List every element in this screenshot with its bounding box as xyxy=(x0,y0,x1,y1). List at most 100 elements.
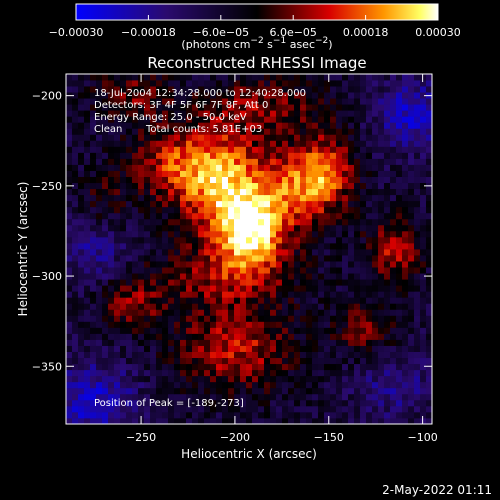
heatmap-cell xyxy=(426,230,433,238)
x-axis-ticks: −250 −200 −150 −100 xyxy=(126,74,438,444)
heatmap-cell xyxy=(234,375,241,383)
heatmap-cell xyxy=(264,315,271,322)
heatmap-cell xyxy=(324,309,331,316)
heatmap-cell xyxy=(342,375,349,383)
heatmap-cell xyxy=(186,104,193,111)
heatmap-cell xyxy=(372,242,379,250)
heatmap-cell xyxy=(216,399,223,407)
heatmap-cell xyxy=(96,98,103,105)
heatmap-cell xyxy=(186,333,193,340)
heatmap-cell xyxy=(360,267,367,274)
heatmap-cell xyxy=(90,363,97,371)
heatmap-cell xyxy=(210,86,217,93)
heatmap-cell xyxy=(360,279,367,286)
heatmap-cell xyxy=(216,242,223,250)
heatmap-cell xyxy=(144,375,151,383)
heatmap-cell xyxy=(240,285,247,292)
heatmap-cell xyxy=(336,375,343,383)
heatmap-cell xyxy=(120,158,127,165)
heatmap-cell xyxy=(78,80,85,87)
heatmap-cell xyxy=(384,176,391,184)
y-tick-label: −200 xyxy=(32,90,62,103)
heatmap-cell xyxy=(168,375,175,383)
heatmap-cell xyxy=(318,200,325,208)
heatmap-cell xyxy=(354,369,361,377)
heatmap-cell xyxy=(390,249,397,256)
heatmap-cell xyxy=(336,110,343,117)
heatmap-cell xyxy=(408,86,415,93)
heatmap-cell xyxy=(420,387,427,395)
heatmap-cell xyxy=(204,188,211,196)
heatmap-cell xyxy=(174,255,181,262)
heatmap-cell xyxy=(186,357,193,365)
heatmap-cell xyxy=(72,363,79,371)
heatmap-cell xyxy=(162,74,169,81)
heatmap-cell xyxy=(384,345,391,352)
heatmap-cell xyxy=(264,267,271,274)
heatmap-cell xyxy=(174,146,181,153)
heatmap-cell xyxy=(168,333,175,340)
heatmap-cell xyxy=(180,357,187,365)
heatmap-cell xyxy=(216,98,223,105)
heatmap-cell xyxy=(324,206,331,214)
heatmap-cell xyxy=(204,92,211,99)
heatmap-cell xyxy=(96,110,103,117)
heatmap-cell xyxy=(378,315,385,322)
heatmap-cell xyxy=(330,230,337,238)
heatmap-cell xyxy=(120,279,127,286)
heatmap-cell xyxy=(108,110,115,117)
heatmap-cell xyxy=(282,86,289,93)
heatmap-cell xyxy=(138,345,145,352)
heatmap-cell xyxy=(294,399,301,407)
heatmap-cell xyxy=(228,182,235,190)
y-tick-label: −350 xyxy=(32,360,62,373)
heatmap-cell xyxy=(318,279,325,286)
heatmap-cell xyxy=(138,230,145,238)
heatmap-cell xyxy=(222,122,229,129)
heatmap-cell xyxy=(360,122,367,129)
heatmap-cell xyxy=(270,110,277,117)
heatmap-cell xyxy=(240,152,247,159)
heatmap-cell xyxy=(132,80,139,87)
heatmap-cell xyxy=(414,417,421,425)
heatmap-cell xyxy=(144,224,151,232)
heatmap-cell xyxy=(120,122,127,129)
heatmap-cell xyxy=(348,164,355,171)
heatmap-cell xyxy=(72,267,79,274)
heatmap-cell xyxy=(300,333,307,340)
heatmap-cell xyxy=(390,230,397,238)
heatmap-cell xyxy=(234,417,241,425)
heatmap-cell xyxy=(270,339,277,346)
heatmap-cell xyxy=(102,182,109,190)
heatmap-cell xyxy=(180,279,187,286)
heatmap-cell xyxy=(234,363,241,371)
heatmap-cell xyxy=(288,206,295,214)
heatmap-cell xyxy=(186,261,193,268)
heatmap-cell xyxy=(102,158,109,165)
heatmap-cell xyxy=(78,170,85,177)
heatmap-cell xyxy=(192,345,199,352)
heatmap-cell xyxy=(156,134,163,141)
heatmap-cell xyxy=(288,98,295,105)
heatmap-cell xyxy=(222,242,229,250)
heatmap-cell xyxy=(420,158,427,165)
heatmap-cell xyxy=(330,92,337,99)
heatmap-cell xyxy=(192,255,199,262)
heatmap-cell xyxy=(426,152,433,159)
heatmap-cell xyxy=(78,206,85,214)
heatmap-cell xyxy=(174,110,181,117)
heatmap-cell xyxy=(282,140,289,147)
colorbar-tick-label: 0.00018 xyxy=(343,26,389,39)
heatmap-cell xyxy=(348,110,355,117)
heatmap-cell xyxy=(228,122,235,129)
heatmap-cell xyxy=(420,176,427,184)
heatmap-cell xyxy=(84,339,91,346)
heatmap-cell xyxy=(408,212,415,220)
heatmap-cell xyxy=(72,128,79,135)
heatmap-cell xyxy=(294,363,301,371)
heatmap-cell xyxy=(420,122,427,129)
heatmap-cell xyxy=(258,176,265,184)
heatmap-cell xyxy=(318,170,325,177)
heatmap-cell xyxy=(330,345,337,352)
heatmap-cell xyxy=(150,405,157,413)
